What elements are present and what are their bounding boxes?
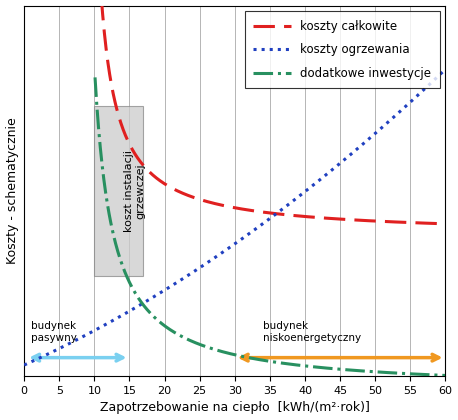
Y-axis label: Koszty - schematycznie: Koszty - schematycznie [5,118,19,264]
Text: budynek
pasywny: budynek pasywny [31,321,77,343]
Text: koszt instalacji
grzewczej: koszt instalacji grzewczej [124,150,146,232]
Legend: koszty całkowite, koszty ogrzewania, dodatkowe inwestycje: koszty całkowite, koszty ogrzewania, dod… [245,11,440,88]
Text: budynek
niskoenergetyczny: budynek niskoenergetyczny [263,321,361,343]
X-axis label: Zapotrzebowanie na ciepło  [kWh/(m²·rok)]: Zapotrzebowanie na ciepło [kWh/(m²·rok)] [100,402,370,415]
Bar [94,105,143,276]
